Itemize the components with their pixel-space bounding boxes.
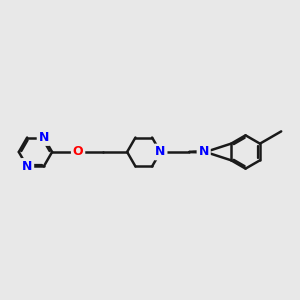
Text: S: S [199,146,208,159]
Text: N: N [155,146,166,158]
Text: N: N [22,160,32,173]
Text: N: N [199,145,209,158]
Text: O: O [73,146,83,158]
Text: N: N [39,131,49,144]
